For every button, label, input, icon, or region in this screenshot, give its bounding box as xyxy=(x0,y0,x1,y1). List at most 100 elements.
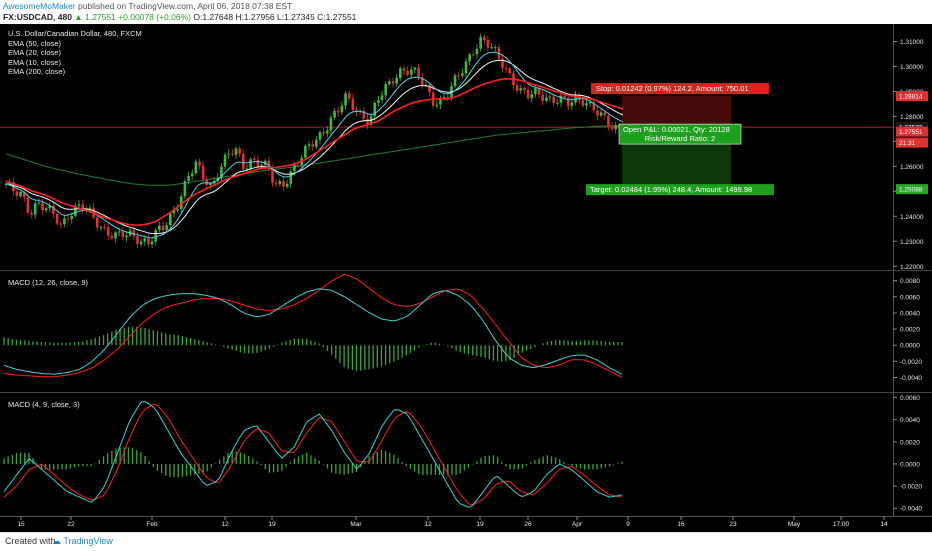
y-tick-label: 0.0000 xyxy=(900,343,920,350)
macd1-signal-line xyxy=(3,273,623,378)
candle-body xyxy=(417,67,420,78)
candle-body xyxy=(238,148,241,154)
candle-body xyxy=(493,47,497,49)
y-tick-label: 1.24000 xyxy=(900,214,924,221)
target-label: Target: 0.02484 (1.95%) 248.4, Amount: 1… xyxy=(590,185,752,194)
price-tag-label: 1.25088 xyxy=(899,187,923,194)
y-tick-label: 0.0040 xyxy=(900,417,920,424)
candle-body xyxy=(515,85,519,91)
y-tick-label: 0.0080 xyxy=(900,278,920,285)
candle-body xyxy=(574,94,577,103)
candle-body xyxy=(165,225,168,231)
candle-body xyxy=(453,75,457,87)
macd2-macd-line xyxy=(3,400,623,508)
y-tick-label: 0.0060 xyxy=(900,294,920,301)
y-tick-label: -0.0020 xyxy=(900,359,922,366)
candle-body xyxy=(315,139,318,147)
header-bar: AwesomeMoMaker published on TradingView.… xyxy=(0,0,932,24)
candle-body xyxy=(442,97,446,99)
ema10-line xyxy=(5,51,624,239)
candle-body xyxy=(285,183,289,187)
candle-body xyxy=(172,210,176,214)
candle-body xyxy=(176,209,179,211)
candle-body xyxy=(183,181,187,197)
candle-body xyxy=(570,102,574,107)
x-tick-label: 12 xyxy=(424,521,432,528)
candle-body xyxy=(158,225,161,230)
candle-body xyxy=(402,68,406,71)
candle-body xyxy=(271,169,274,183)
x-tick-label: 23 xyxy=(729,521,737,528)
candle-body xyxy=(304,145,307,158)
candle-body xyxy=(103,227,106,229)
candle-body xyxy=(26,197,30,213)
x-tick-label: Mar xyxy=(350,521,362,528)
candle-body xyxy=(592,102,596,111)
x-tick-label: 19 xyxy=(268,521,276,528)
y-tick-label: 1.30000 xyxy=(900,64,924,71)
x-tick-label: Feb xyxy=(146,521,158,528)
candle-body xyxy=(398,68,402,78)
candle-body xyxy=(446,97,450,99)
candle-body xyxy=(252,159,256,161)
x-tick-label: Apr xyxy=(572,521,583,528)
x-tick-label: 9 xyxy=(626,521,630,528)
candle-body xyxy=(325,130,329,134)
macd1-macd-line xyxy=(3,288,623,375)
candle-body xyxy=(504,68,508,70)
candle-body xyxy=(479,36,482,49)
candle-body xyxy=(420,77,424,86)
y-tick-label: 1.22000 xyxy=(900,264,924,271)
price-tag-bg xyxy=(896,91,928,102)
chart-area[interactable]: 1.310001.300001.290001.280001.270001.260… xyxy=(0,24,932,532)
candle-body xyxy=(234,148,238,155)
candle-body xyxy=(52,205,55,214)
candle-body xyxy=(329,117,333,131)
author-link[interactable]: AwesomeMoMaker xyxy=(3,1,76,11)
candle-body xyxy=(242,153,245,170)
candle-body xyxy=(610,126,614,130)
y-tick-label: 0.0060 xyxy=(900,395,920,402)
candle-body xyxy=(439,98,442,105)
candle-body xyxy=(33,203,37,215)
candle-body xyxy=(486,39,490,48)
candle-body xyxy=(55,213,59,224)
candle-body xyxy=(77,204,81,206)
candle-body xyxy=(555,102,559,104)
candle-body xyxy=(70,215,74,220)
candle-body xyxy=(136,235,139,245)
y-tick-label: 0.0000 xyxy=(900,461,920,468)
candle-body xyxy=(559,95,563,103)
tradingview-logo[interactable]: ☁ TradingView xyxy=(52,536,113,547)
price-tag-label: 21:31 xyxy=(899,140,916,147)
candle-body xyxy=(464,61,468,74)
x-tick-label: 19 xyxy=(476,521,484,528)
candle-body xyxy=(205,179,209,186)
candle-body xyxy=(30,212,33,215)
candle-body xyxy=(322,132,325,134)
candle-body xyxy=(482,36,486,40)
candle-body xyxy=(563,95,566,98)
pnl-label: Open P&L: 0.00021, Qty: 20128 xyxy=(623,125,730,134)
price-tag-bg xyxy=(896,126,928,137)
stop-zone xyxy=(622,96,731,128)
y-tick-label: 1.31000 xyxy=(900,39,924,46)
candle-body xyxy=(15,191,19,197)
target-label-bg xyxy=(586,184,774,196)
candle-body xyxy=(201,165,205,180)
candle-body xyxy=(296,164,300,166)
footer-bar: Created with ☁ TradingView xyxy=(0,532,932,551)
candle-body xyxy=(344,93,347,106)
candle-body xyxy=(187,176,190,182)
pnl-label-bg xyxy=(618,123,742,145)
candle-body xyxy=(194,161,198,174)
candle-body xyxy=(318,132,322,140)
price-tag-bg xyxy=(896,137,928,148)
macd1-pane-title: MACD (12, 26, close, 9) xyxy=(8,278,89,287)
candle-body xyxy=(530,94,534,99)
main-pane-legend: U.S. Dollar/Canadian Dollar, 480, FXCM E… xyxy=(8,29,142,77)
candle-body xyxy=(526,90,530,99)
candle-body xyxy=(388,81,391,85)
stop-label: Stop: 0.01242 (0.97%) 124.2, Amount: 750… xyxy=(596,84,749,93)
candle-body xyxy=(37,202,41,204)
